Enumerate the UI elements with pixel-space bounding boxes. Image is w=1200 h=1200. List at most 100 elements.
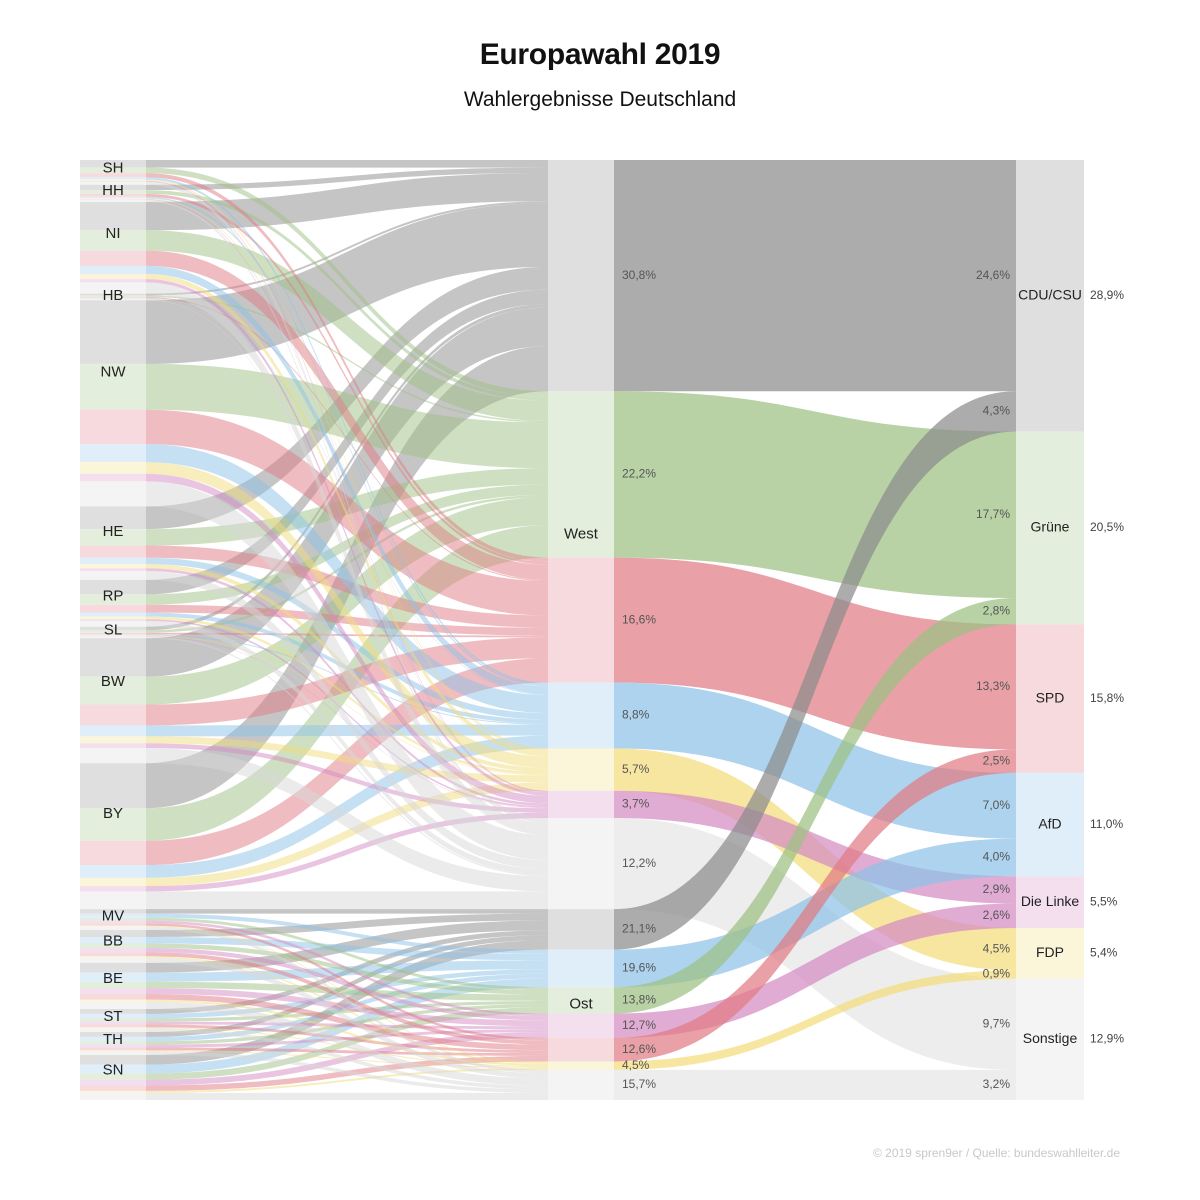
contrib-ost-afd: 4,0% xyxy=(983,850,1011,864)
state-sn-cdu-csu-bar xyxy=(80,1055,146,1065)
party-total-afd: 11,0% xyxy=(1090,817,1123,831)
link-st-spd xyxy=(146,1024,548,1054)
party-label-die-linke: Die Linke xyxy=(1021,893,1080,909)
party-label-afd: AfD xyxy=(1038,815,1061,831)
share-ost-fdp: 4,5% xyxy=(622,1058,650,1072)
state-he-fdp-bar xyxy=(80,564,146,569)
share-ost-die-linke: 12,7% xyxy=(622,1018,656,1032)
link-th-spd xyxy=(146,1047,548,1056)
link-ni-sonstige xyxy=(146,282,548,835)
state-sh-cdu-csu-bar xyxy=(80,160,146,168)
link-hb-fdp xyxy=(146,298,548,757)
share-west-fdp: 5,7% xyxy=(622,762,650,776)
state-ni-gruene-bar xyxy=(80,230,146,251)
state-bb-die-linke-bar xyxy=(80,948,146,953)
state-hb-spd-bar xyxy=(80,297,146,299)
link-bw-gruene xyxy=(146,497,548,705)
share-ost-gruene: 13,8% xyxy=(622,993,656,1007)
share-ost-sonstige: 15,7% xyxy=(622,1077,656,1091)
contrib-west-cdu-csu: 24,6% xyxy=(976,268,1010,282)
state-ni-spd-bar xyxy=(80,250,146,266)
party-afd-bar xyxy=(1016,772,1084,877)
share-west-afd: 8,8% xyxy=(622,708,650,722)
share-west-cdu-csu: 30,8% xyxy=(622,268,656,282)
party-label-sonstige: Sonstige xyxy=(1023,1030,1078,1046)
state-be-die-linke-bar xyxy=(80,988,146,995)
link-ost-fdp xyxy=(614,970,1016,1070)
state-st-gruene-bar xyxy=(80,1018,146,1022)
region-west-cdu-csu-bar xyxy=(548,160,614,392)
party-total-cdu-csu: 28,9% xyxy=(1090,288,1124,302)
contrib-ost-die-linke: 2,6% xyxy=(983,908,1011,922)
link-ost-spd xyxy=(614,749,1016,1062)
link-rp-die-linke xyxy=(146,619,548,808)
share-ost-afd: 19,6% xyxy=(622,961,656,975)
state-by-sonstige-bar xyxy=(80,891,146,910)
state-mv-die-linke-bar xyxy=(80,920,146,924)
link-hb-cdu-csu xyxy=(146,201,548,296)
link-ost-cdu-csu xyxy=(614,391,1016,950)
state-st-sonstige-bar xyxy=(80,1028,146,1033)
state-he-afd-bar xyxy=(80,557,146,565)
state-rp-afd-bar xyxy=(80,612,146,617)
state-nw-fdp-bar xyxy=(80,462,146,474)
region-west-die-linke-bar xyxy=(548,790,614,818)
region-west-spd-bar xyxy=(548,557,614,683)
party-label-cdu-csu: CDU/CSU xyxy=(1018,287,1082,303)
link-rp-sonstige xyxy=(146,620,548,875)
state-bw-spd-bar xyxy=(80,704,146,726)
state-hb-afd-bar xyxy=(80,298,146,299)
state-rp-sonstige-bar xyxy=(80,620,146,627)
party-gruene-bar xyxy=(1016,431,1084,625)
link-hb-afd xyxy=(146,298,548,695)
party-total-gruene: 20,5% xyxy=(1090,520,1124,534)
link-mv-afd xyxy=(146,913,548,954)
state-by-fdp-bar xyxy=(80,877,146,887)
contrib-west-sonstige: 9,7% xyxy=(983,1017,1011,1031)
link-sn-fdp xyxy=(146,1067,548,1093)
state-by-die-linke-bar xyxy=(80,886,146,892)
state-bw-cdu-csu-bar xyxy=(80,638,146,677)
region-ost-spd-bar xyxy=(548,1037,614,1062)
share-west-gruene: 22,2% xyxy=(622,467,656,481)
share-west-sonstige: 12,2% xyxy=(622,856,656,870)
link-he-die-linke xyxy=(146,568,548,807)
party-total-sonstige: 12,9% xyxy=(1090,1032,1124,1046)
state-label-th: TH xyxy=(103,1031,123,1048)
link-ost-die-linke xyxy=(614,903,1016,1038)
party-total-die-linke: 5,5% xyxy=(1090,894,1118,908)
state-sl-sonstige-bar xyxy=(80,636,146,639)
region-ost-sonstige-bar xyxy=(548,1069,614,1100)
labels: SH HH NI HB NW HE RP SL BW BY MV BB BE ST TH SN 30,8% 22,… xyxy=(101,160,1125,1091)
state-by-cdu-csu-bar xyxy=(80,763,146,809)
contrib-ost-fdp: 0,9% xyxy=(983,967,1011,981)
link-bw-die-linke xyxy=(146,743,548,813)
region-party-links xyxy=(614,160,1016,1100)
link-hh-spd xyxy=(146,193,548,565)
link-st-gruene xyxy=(146,1000,548,1022)
link-mv-spd xyxy=(146,923,548,1041)
link-be-spd xyxy=(146,994,548,1051)
link-hb-sonstige xyxy=(146,299,548,836)
state-bb-cdu-csu-bar xyxy=(80,930,146,937)
link-be-die-linke xyxy=(146,988,548,1027)
link-by-fdp xyxy=(146,782,548,887)
state-bw-afd-bar xyxy=(80,725,146,737)
state-nw-die-linke-bar xyxy=(80,473,146,482)
region-west-sonstige-bar xyxy=(548,818,614,910)
link-bb-die-linke xyxy=(146,948,548,1021)
party-sonstige-bar xyxy=(1016,978,1084,1100)
link-mv-fdp xyxy=(146,925,548,1063)
link-be-fdp xyxy=(146,999,548,1066)
party-die-linke-bar xyxy=(1016,876,1084,928)
state-by-gruene-bar xyxy=(80,808,146,841)
state-sl-afd-bar xyxy=(80,634,146,636)
contrib-west-afd: 7,0% xyxy=(983,798,1011,812)
contrib-ost-spd: 2,5% xyxy=(983,753,1011,767)
state-sl-spd-bar xyxy=(80,632,146,635)
link-sl-sonstige xyxy=(146,636,548,877)
region-label-ost: Ost xyxy=(569,996,593,1013)
link-bw-cdu-csu xyxy=(146,307,548,677)
link-sh-sonstige xyxy=(146,181,548,822)
